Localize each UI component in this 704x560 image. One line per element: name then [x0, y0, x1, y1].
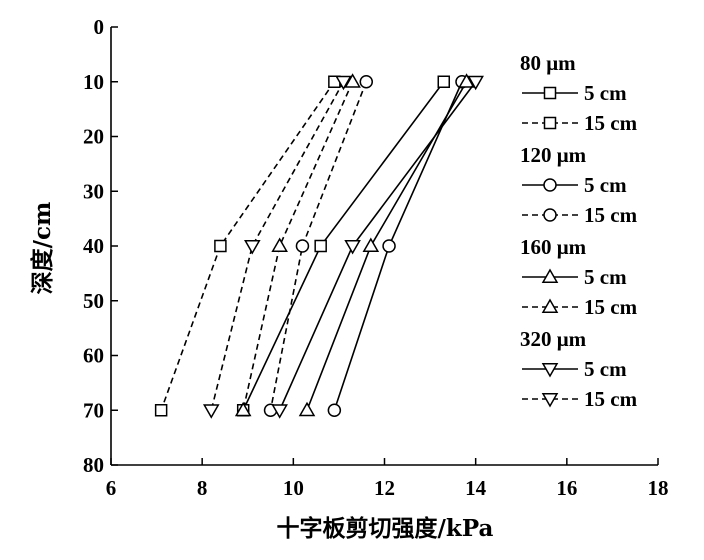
legend-entry: 15 cm — [522, 203, 638, 227]
x-tick-label: 10 — [283, 476, 304, 500]
data-point — [244, 240, 261, 255]
data-point — [344, 73, 361, 88]
data-point — [359, 75, 374, 89]
y-tick-label: 60 — [83, 344, 104, 368]
y-tick-label: 80 — [83, 453, 104, 477]
legend-marker — [543, 116, 557, 130]
legend-entry: 5 cm — [522, 265, 627, 289]
legend-group-title: 120 μm — [520, 143, 587, 167]
x-tick-label: 16 — [556, 476, 577, 500]
series-80um-5cm — [236, 75, 451, 417]
data-point — [234, 401, 252, 417]
data-point — [295, 239, 310, 253]
data-point — [271, 237, 288, 252]
data-point — [362, 237, 380, 252]
legend-entry-label: 15 cm — [584, 111, 638, 135]
x-tick-label: 12 — [374, 476, 395, 500]
y-tick-label: 30 — [83, 179, 104, 203]
y-tick-label: 20 — [83, 125, 104, 149]
axes-layer: 0 10 20 30 40 50 60 70 806 8 10 12 14 16 18 — [83, 15, 669, 500]
data-point — [382, 239, 396, 253]
series-320um-15cm — [202, 75, 352, 419]
legend-entry: 15 cm — [522, 295, 638, 319]
x-tick-label: 8 — [197, 476, 208, 500]
legend-group-title: 160 μm — [520, 235, 587, 259]
y-tick-label: 0 — [94, 15, 105, 39]
legend-entry: 5 cm — [522, 81, 627, 105]
legend-marker — [541, 363, 559, 378]
x-tick-label: 6 — [106, 476, 117, 500]
y-tick-label: 40 — [83, 234, 104, 258]
legend-marker — [543, 178, 557, 192]
legend-entry-label: 5 cm — [584, 81, 627, 105]
legend-group-title: 80 μm — [520, 51, 576, 75]
legend-entry: 5 cm — [522, 173, 627, 197]
series-line — [242, 81, 445, 411]
data-point — [327, 403, 342, 417]
series-line — [242, 81, 354, 411]
series-160um-15cm — [234, 73, 361, 417]
legend-marker — [541, 298, 559, 313]
series-80um-15cm — [154, 75, 341, 417]
legend-entry: 5 cm — [522, 357, 627, 381]
legend-entry-label: 15 cm — [584, 295, 638, 319]
y-axis-title: 深度/cm — [29, 202, 56, 295]
legend-layer: 80 μm 5 cm 15 cm 120 μm 5 cm 15 cm 160 μm 5 cm 1… — [520, 51, 638, 411]
legend-entry: 15 cm — [522, 111, 638, 135]
data-point — [335, 75, 352, 91]
data-point — [467, 75, 484, 91]
data-point — [344, 240, 361, 255]
data-point — [271, 404, 288, 419]
data-point — [214, 239, 227, 253]
x-axis-title: 十字板剪切强度/kPa — [277, 515, 494, 542]
series-320um-5cm — [271, 75, 484, 419]
y-tick-label: 10 — [83, 70, 104, 94]
legend-marker — [541, 393, 559, 408]
data-point — [314, 239, 327, 253]
y-tick-label: 50 — [83, 289, 104, 313]
data-point — [298, 401, 316, 417]
series-layer — [154, 73, 484, 419]
data-point — [458, 73, 475, 88]
legend-group-title: 320 μm — [520, 327, 587, 351]
x-tick-label: 18 — [648, 476, 669, 500]
legend-marker — [543, 208, 557, 222]
data-point — [437, 75, 451, 88]
legend-entry-label: 5 cm — [584, 173, 627, 197]
legend-marker — [541, 268, 559, 283]
legend-entry-label: 5 cm — [584, 357, 627, 381]
data-point — [154, 404, 168, 417]
legend-marker — [543, 86, 557, 100]
legend-entry: 15 cm — [522, 387, 638, 411]
legend-entry-label: 15 cm — [584, 387, 638, 411]
data-point — [202, 404, 220, 419]
y-tick-label: 70 — [83, 398, 104, 422]
series-line — [210, 81, 345, 411]
legend-entry-label: 5 cm — [584, 265, 627, 289]
legend-entry-label: 15 cm — [584, 203, 638, 227]
x-tick-label: 14 — [465, 476, 487, 500]
